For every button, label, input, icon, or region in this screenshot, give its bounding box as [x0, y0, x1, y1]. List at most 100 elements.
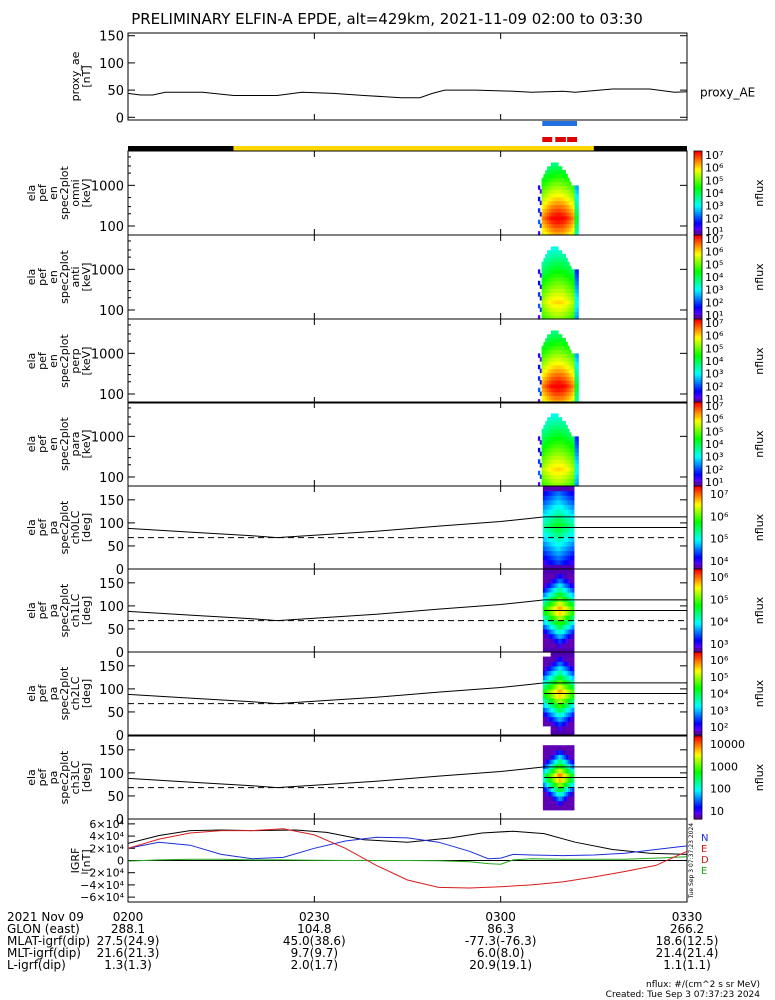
- pa-spectrogram-cell: [566, 782, 569, 788]
- energy-spectrogram-cell: [554, 204, 557, 209]
- energy-spectrogram-cell: [547, 208, 550, 213]
- energy-spectrogram-cell: [554, 223, 557, 228]
- pa-spectrogram-cell: [542, 578, 546, 584]
- energy-spectrogram-cell: [574, 466, 577, 472]
- energy-spectrogram-cell: [574, 280, 577, 286]
- energy-spectrogram-cell: [565, 478, 568, 483]
- energy-spectrogram-cell: [550, 177, 554, 183]
- energy-spectrogram-cell: [572, 208, 576, 213]
- pa-spectrogram-cell: [554, 541, 557, 547]
- energy-spectrogram-cell: [554, 395, 557, 400]
- pa-spectrogram-cell: [572, 754, 575, 760]
- pa-spectrogram-cell: [550, 749, 554, 756]
- energy-spectrogram-cell: [567, 387, 570, 393]
- pa-spectrogram-cell: [546, 805, 550, 811]
- energy-spectrogram-cell: [559, 299, 563, 305]
- pa-spectrogram-cell: [572, 536, 575, 542]
- energy-spectrogram-cell: [565, 391, 568, 396]
- energy-spectrogram-cell: [565, 345, 568, 351]
- loss-cone-line: [127, 766, 688, 789]
- energy-spectrogram-cell: [550, 391, 554, 396]
- energy-spectrogram-cell: [545, 193, 548, 198]
- energy-spectrogram-cell: [565, 193, 568, 198]
- energy-spectrogram-cell: [552, 357, 555, 362]
- pa-spectrogram-cell: [552, 702, 556, 708]
- energy-spectrogram-cell: [545, 376, 548, 381]
- pa-colorbar-swatch: [694, 804, 702, 808]
- pa-colorbar-swatch: [694, 708, 702, 711]
- energy-spectrogram-cell: [556, 280, 559, 286]
- pa-ylabel: [deg]: [80, 763, 93, 792]
- pa-colorbar-swatch: [694, 652, 702, 655]
- pa-spectrogram-cell: [562, 647, 565, 653]
- pa-spectrogram-cell: [562, 536, 565, 542]
- energy-spectrogram-cell: [550, 372, 554, 377]
- energy-spectrogram-cell: [554, 261, 557, 267]
- pa-spectrogram-cell: [560, 749, 563, 756]
- pa-spectrogram-cell: [542, 619, 546, 625]
- energy-spectrogram-cell: [570, 227, 574, 232]
- energy-spectrogram-cell: [576, 200, 579, 206]
- energy-spectrogram-cell: [541, 474, 544, 479]
- pa-spectrogram-cell: [544, 716, 548, 722]
- energy-spectrogram-cell: [561, 368, 565, 374]
- energy-cbar-title: nflux: [753, 263, 766, 291]
- pa-spectrogram-cell: [570, 711, 573, 718]
- energy-spectrogram-cell: [554, 162, 557, 167]
- pa-colorbar-swatch: [694, 746, 702, 750]
- energy-colorbar-swatch: [694, 367, 702, 370]
- pa-spectrogram-cell: [558, 721, 561, 727]
- pa-spectrogram-cell: [572, 605, 575, 612]
- energy-spectrogram-cell: [548, 440, 552, 445]
- pa-spectrogram-cell: [570, 763, 573, 769]
- pa-ytick-label: 50: [107, 623, 124, 638]
- energy-spectrogram-cell: [541, 447, 544, 453]
- igrf-ytick-label: 2×10⁴: [89, 842, 124, 855]
- pa-spectrogram-cell: [554, 518, 557, 524]
- energy-spectrogram-cell: [550, 315, 554, 320]
- pa-spectrogram-cell: [570, 564, 573, 570]
- energy-spectrogram-cell: [556, 482, 559, 487]
- pa-spectrogram-cell: [558, 772, 561, 779]
- pa-spectrogram-cell: [564, 763, 567, 769]
- pa-spectrogram-cell: [552, 754, 556, 760]
- energy-spectrogram-cell: [559, 334, 563, 339]
- pa-colorbar-frame: [693, 735, 703, 820]
- energy-spectrogram-cell: [545, 424, 548, 430]
- pa-spectrogram-cell: [570, 536, 573, 542]
- pa-spectrogram-cell: [544, 619, 548, 625]
- energy-spectrogram-cell: [554, 292, 557, 297]
- pa-colorbar-swatch: [694, 773, 702, 777]
- energy-colorbar-swatch: [694, 375, 702, 379]
- energy-spectrogram-cell: [547, 368, 550, 374]
- energy-spectrogram-cell: [559, 459, 563, 464]
- pa-spectrogram-cell: [568, 768, 571, 774]
- ephem-row-value: 104.8: [297, 922, 331, 936]
- pa-colorbar-swatch: [694, 710, 702, 713]
- pa-spectrogram-cell: [552, 532, 556, 538]
- pa-spectrogram-cell: [560, 541, 563, 547]
- pa-spectrogram-cell: [556, 615, 559, 621]
- energy-spectrogram-cell: [558, 280, 561, 286]
- energy-spectrogram-cell: [547, 257, 550, 263]
- pa-colorbar-swatch: [694, 649, 702, 653]
- energy-spectrogram-cell: [547, 361, 550, 366]
- energy-spectrogram-cell: [543, 185, 546, 190]
- pa-colorbar-swatch: [694, 633, 702, 636]
- energy-spectrogram-cell: [561, 364, 565, 370]
- energy-spectrogram-cell: [547, 399, 550, 404]
- pa-spectrogram-cell: [552, 573, 556, 579]
- energy-spectrogram-cell: [543, 432, 546, 437]
- energy-spectrogram-cell: [574, 444, 577, 449]
- pa-colorbar-swatch: [694, 635, 702, 639]
- pa-spectrogram-cell: [546, 624, 550, 630]
- energy-spectrogram-cell: [574, 387, 577, 393]
- pa-spectrogram-cell: [550, 805, 554, 811]
- pa-spectrogram-cell: [556, 545, 559, 552]
- energy-spectrogram-cell: [558, 478, 561, 483]
- energy-spectrogram-cell: [563, 204, 566, 209]
- energy-spectrogram-cell: [565, 177, 568, 183]
- energy-cbar-label: 10⁴: [705, 355, 724, 368]
- energy-spectrogram-cell: [554, 257, 557, 263]
- energy-colorbar-swatch: [694, 441, 702, 445]
